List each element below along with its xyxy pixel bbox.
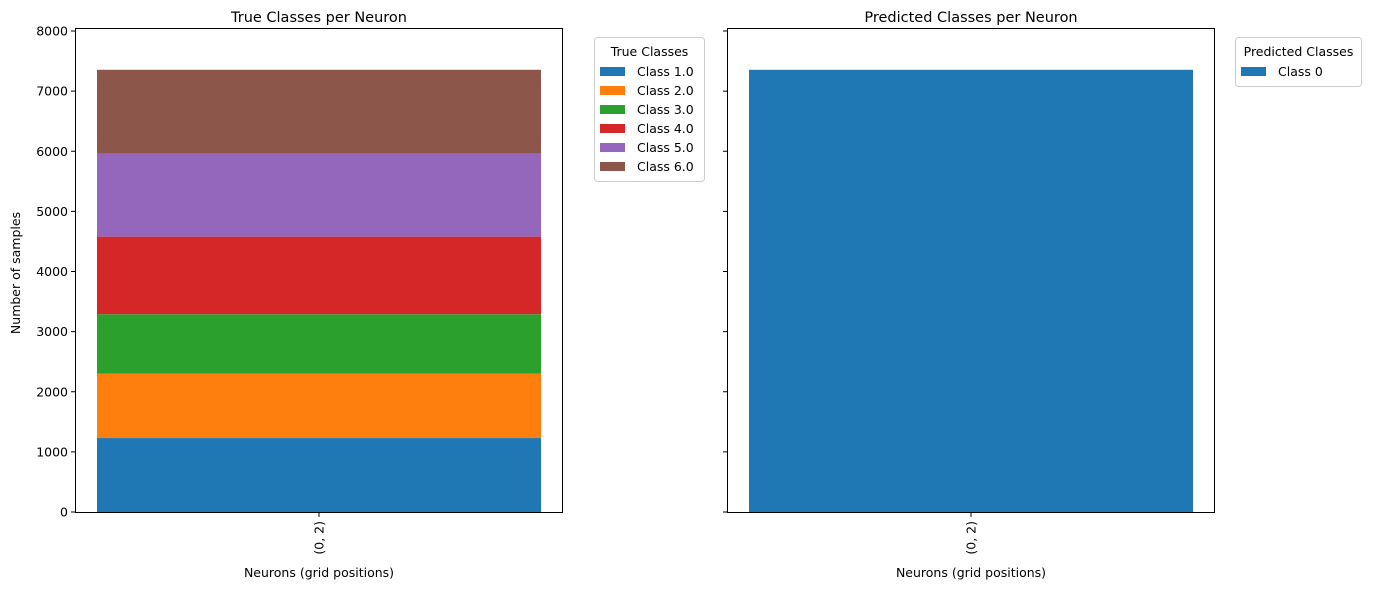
legend-swatch (600, 124, 625, 133)
legend-swatch (1241, 67, 1266, 76)
y-tick-label: 5000 (36, 204, 68, 219)
y-tick-label: 0 (60, 505, 68, 520)
chart-title: True Classes per Neuron (230, 10, 407, 26)
x-tick-label: (0, 2) (312, 521, 327, 555)
plot-area-frame (727, 28, 1215, 513)
y-tick-label: 2000 (36, 384, 68, 399)
legend-label: Class 5.0 (637, 140, 694, 155)
y-tick-label: 7000 (36, 84, 68, 99)
x-axis-label: Neurons (grid positions) (244, 565, 394, 580)
legend-swatch (600, 162, 625, 171)
bar-stack (97, 69, 541, 512)
legend-swatch (600, 143, 625, 152)
bar-segment (97, 69, 541, 154)
bar-segment (97, 314, 541, 374)
legend-label: Class 1.0 (637, 64, 694, 79)
x-axis-ticks: (0, 2) (964, 512, 979, 555)
bar-segment (97, 373, 541, 439)
legend-frame (1235, 37, 1362, 87)
y-tick-label: 8000 (36, 24, 68, 39)
y-axis-ticks: 0 1000 2000 3000 4000 5000 6000 7000 8000 (36, 24, 76, 520)
x-tick-label: (0, 2) (964, 521, 979, 555)
legend-label: Class 6.0 (637, 159, 694, 174)
legend-swatch (600, 86, 625, 95)
bar-stack (749, 69, 1193, 512)
legend-label: Class 2.0 (637, 83, 694, 98)
legend-label: Class 0 (1278, 64, 1323, 79)
x-axis-ticks: (0, 2) (312, 512, 327, 555)
legend-title: Predicted Classes (1244, 44, 1354, 59)
legend-label: Class 3.0 (637, 102, 694, 117)
legend-label: Class 4.0 (637, 121, 694, 136)
legend-swatch (600, 105, 625, 114)
legend: Predicted Classes Class 0 (1235, 37, 1362, 87)
y-tick-label: 4000 (36, 264, 68, 279)
legend-title: True Classes (610, 44, 689, 59)
bar-segment (97, 438, 541, 512)
bar-segment (97, 153, 541, 237)
legend-swatch (600, 67, 625, 76)
y-tick-label: 6000 (36, 144, 68, 159)
true-classes-chart: True Classes per Neuron Number of sample… (8, 10, 705, 580)
plot-area-frame (75, 28, 563, 513)
x-axis-label: Neurons (grid positions) (896, 565, 1046, 580)
bar-segment (97, 236, 541, 315)
chart-title: Predicted Classes per Neuron (864, 10, 1077, 26)
y-tick-label: 3000 (36, 324, 68, 339)
legend: True Classes Class 1.0 Class 2.0 Class 3.0 C… (594, 37, 705, 182)
predicted-classes-chart: Predicted Classes per Neuron Neurons (gr… (723, 10, 1362, 580)
y-axis-label: Number of samples (8, 212, 23, 334)
y-tick-label: 1000 (36, 444, 68, 459)
bar-segment (749, 69, 1193, 512)
